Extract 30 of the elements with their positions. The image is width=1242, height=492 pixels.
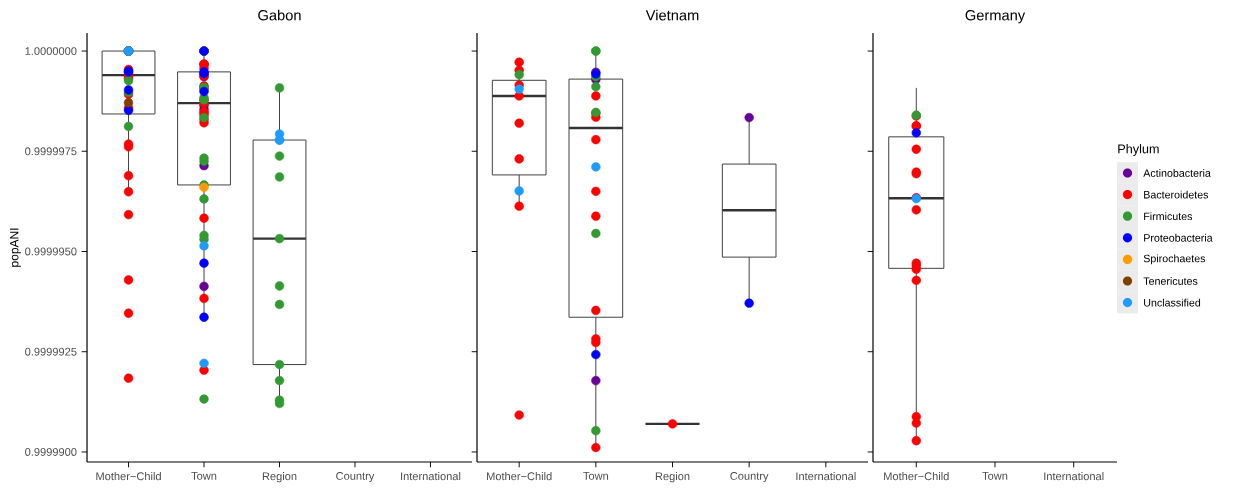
y-axis-title: popANI — [10, 228, 21, 267]
legend-title: Phylum — [1118, 144, 1159, 156]
chart-title: Vietnam — [645, 9, 699, 21]
y-tick-label: 0.9999900 — [25, 448, 77, 456]
chart-title: Gabon — [258, 9, 301, 21]
x-tick-label: Region — [655, 472, 690, 483]
legend-label: Tenericutes — [1143, 277, 1198, 285]
x-tick-label: Mother−Child — [884, 472, 949, 481]
x-tick-label: Mother−Child — [96, 472, 161, 481]
legend-label: Spirochaetes — [1143, 254, 1206, 265]
legend-label: Proteobacteria — [1144, 233, 1213, 242]
legend-label: Firmicutes — [1144, 212, 1193, 221]
x-tick-label: Town — [191, 472, 217, 480]
y-tick-label: 0.9999925 — [25, 347, 77, 356]
x-tick-label: International — [796, 472, 856, 481]
x-tick-label: Country — [730, 472, 769, 483]
x-tick-label: Mother−Child — [487, 472, 552, 481]
legend-label: Actinobacteria — [1143, 169, 1211, 177]
y-tick-label: 0.9999950 — [25, 247, 77, 256]
legend-label: Bacteroidetes — [1144, 190, 1209, 199]
chart-title: Germany — [965, 10, 1026, 24]
x-tick-label: Town — [583, 472, 609, 480]
x-tick-label: International — [1044, 472, 1104, 481]
x-tick-label: Town — [982, 472, 1008, 480]
x-tick-label: International — [401, 472, 461, 481]
x-tick-label: Region — [262, 472, 297, 483]
legend-label: Unclassified — [1144, 298, 1201, 307]
y-tick-label: 0.9999975 — [25, 147, 77, 156]
y-tick-label: 1.0000000 — [25, 47, 77, 55]
x-tick-label: Country — [336, 472, 375, 483]
